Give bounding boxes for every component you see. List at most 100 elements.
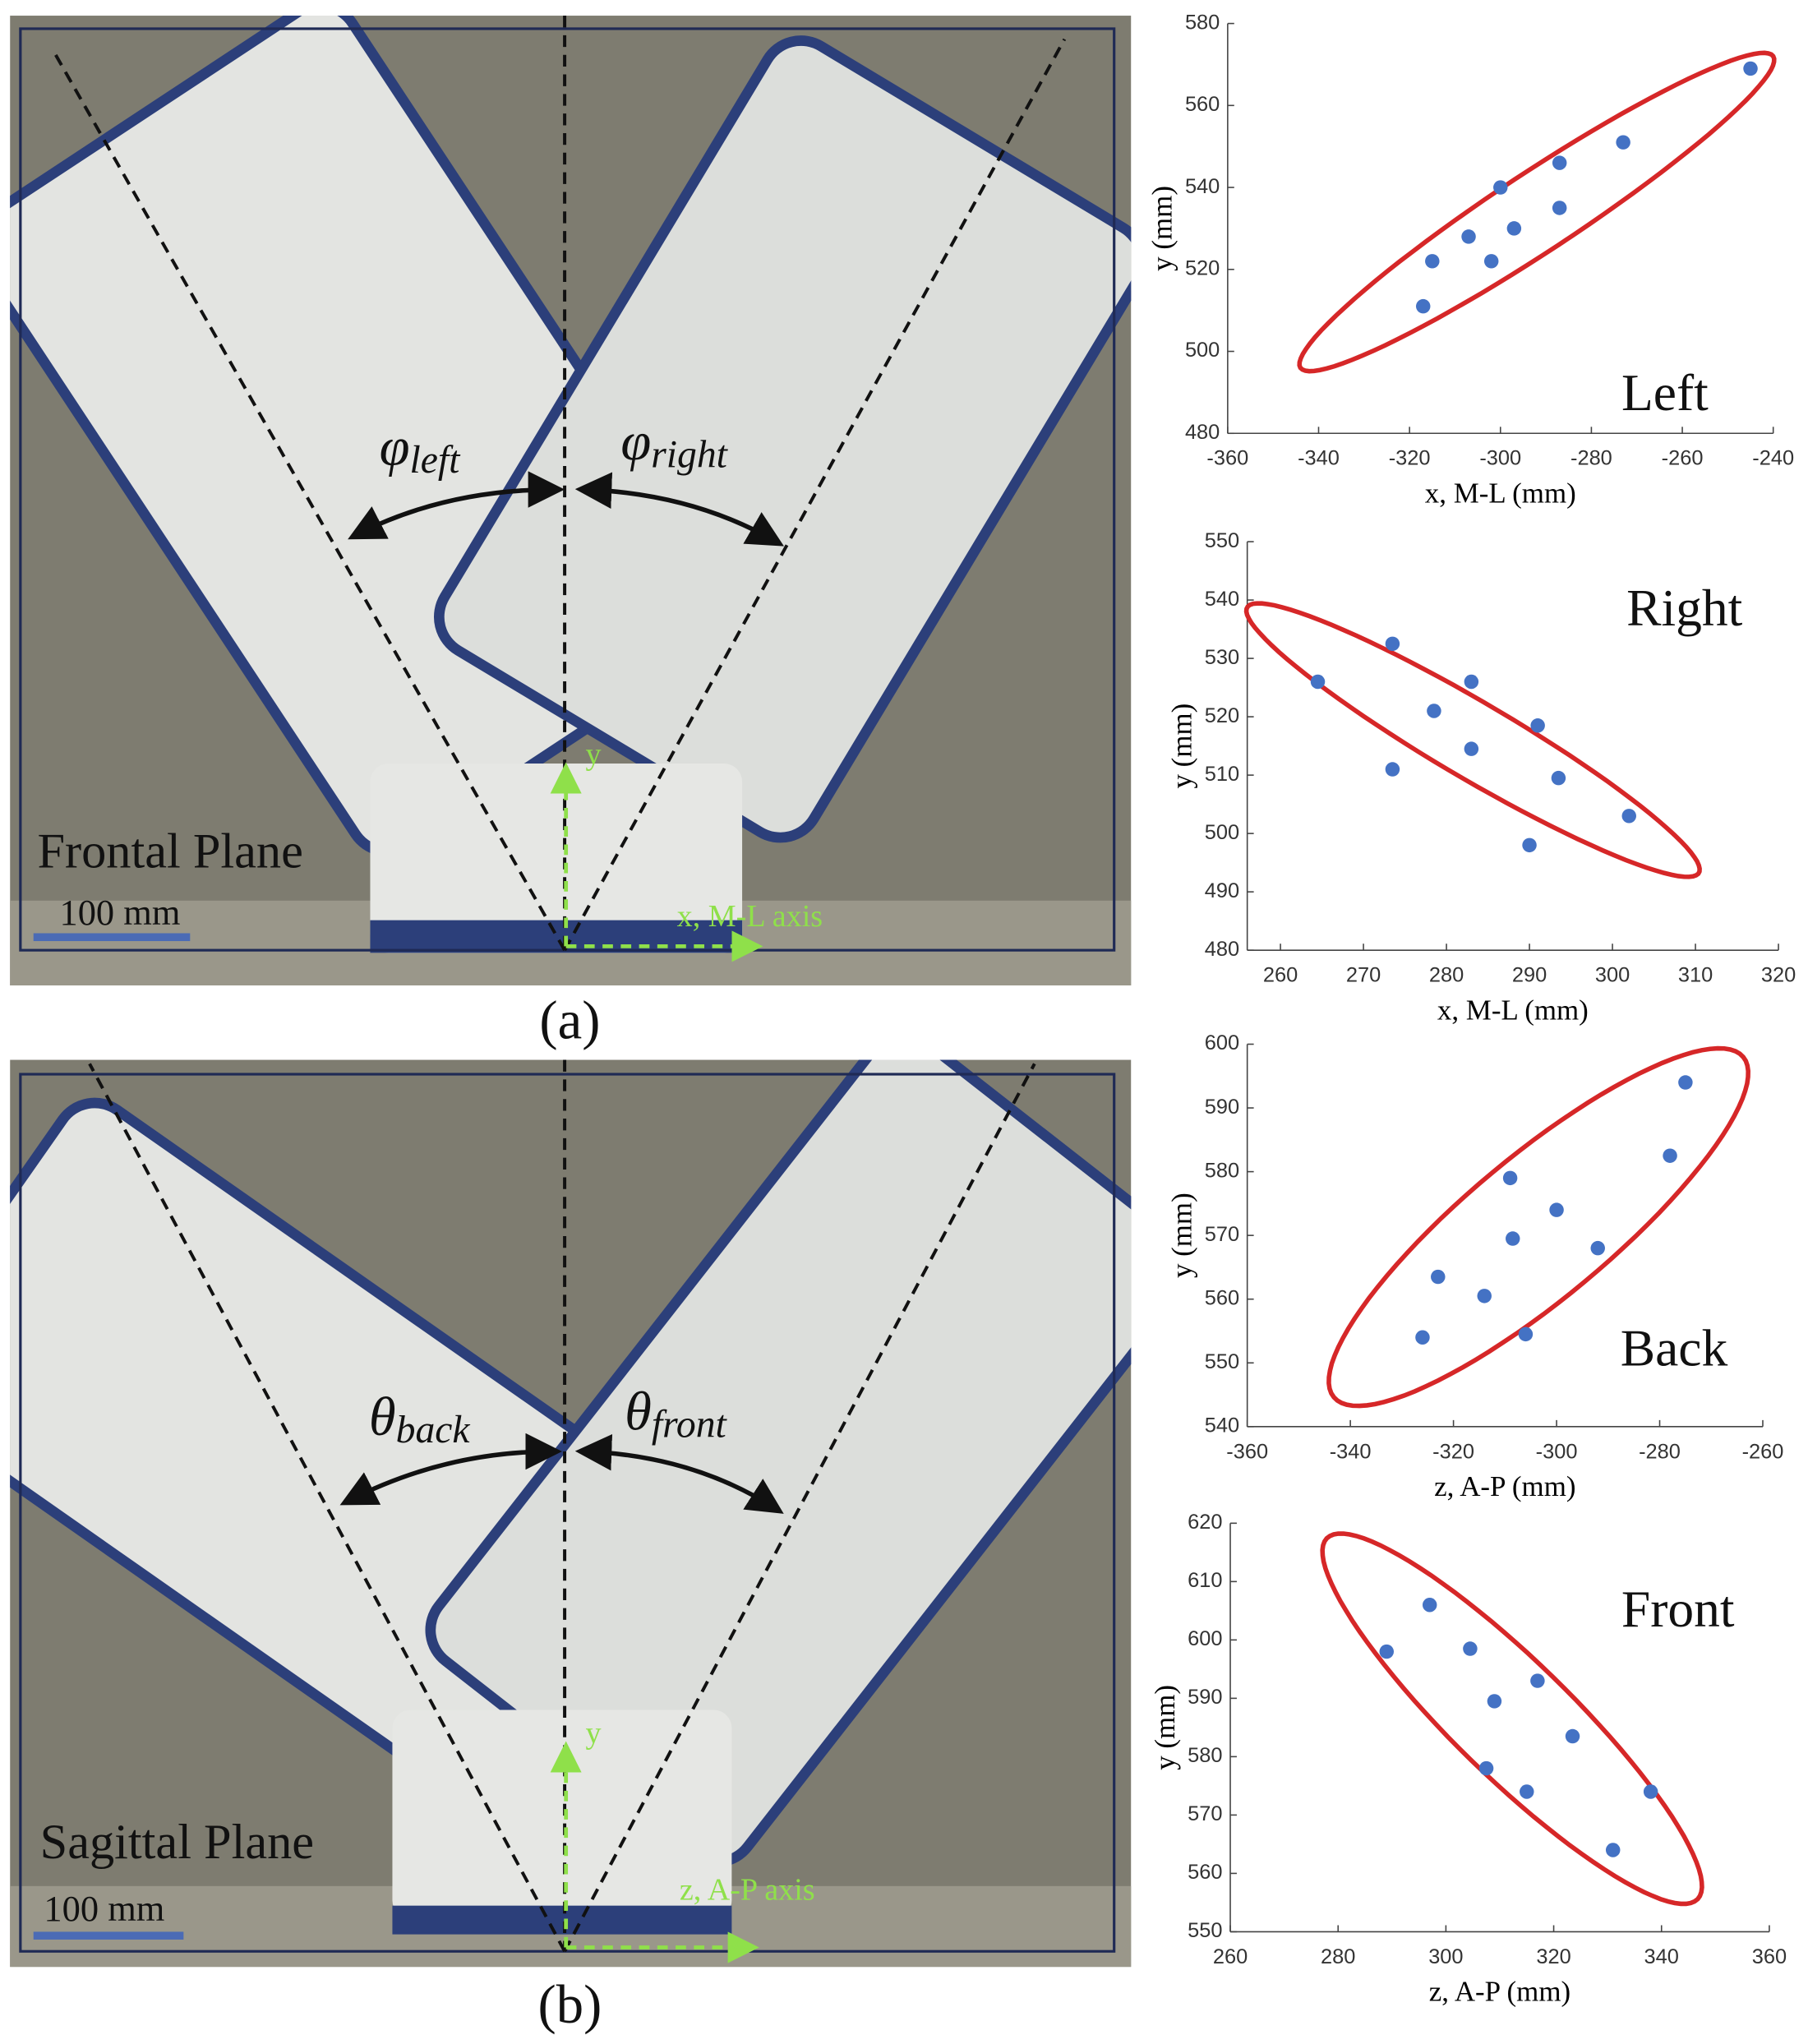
x-tick-label: 280 bbox=[1321, 1945, 1355, 1968]
angle-subscript: right bbox=[651, 433, 728, 476]
ref-lines bbox=[53, 16, 1067, 952]
plane-label: Frontal Plane bbox=[37, 824, 302, 879]
x-axis-title: x, M-L (mm) bbox=[1425, 478, 1576, 510]
angle-symbol: θ bbox=[369, 1387, 396, 1447]
x-tick-label: 310 bbox=[1678, 964, 1713, 987]
point bbox=[1552, 201, 1567, 215]
x-tick-label: -300 bbox=[1536, 1440, 1578, 1463]
x-tick-label: -260 bbox=[1662, 447, 1704, 470]
y-tick-label: 560 bbox=[1185, 93, 1220, 116]
axis-label: x, M-L axis bbox=[677, 899, 823, 934]
axis-label: y bbox=[585, 737, 601, 772]
chart-label: Back bbox=[1621, 1318, 1728, 1377]
point bbox=[1379, 1644, 1394, 1659]
confidence-ellipse bbox=[1320, 1531, 1704, 1907]
point bbox=[1551, 770, 1566, 786]
y-tick-label: 580 bbox=[1188, 1744, 1222, 1767]
point bbox=[1427, 704, 1441, 718]
y-tick-label: 550 bbox=[1205, 1350, 1239, 1373]
y-axis-title: y (mm) bbox=[1149, 1685, 1181, 1770]
point bbox=[1422, 1598, 1437, 1613]
point bbox=[1493, 180, 1508, 195]
point bbox=[1461, 229, 1476, 244]
x-tick-label: 280 bbox=[1429, 964, 1464, 987]
point bbox=[1477, 1289, 1492, 1303]
point bbox=[1425, 254, 1440, 269]
point bbox=[1464, 674, 1479, 690]
panel-label: (b) bbox=[538, 1975, 602, 2035]
point bbox=[1520, 1784, 1534, 1799]
point bbox=[1478, 1760, 1494, 1776]
point bbox=[1463, 1641, 1478, 1656]
point bbox=[1483, 254, 1499, 269]
y-tick-label: 500 bbox=[1205, 821, 1239, 844]
point bbox=[1431, 1269, 1446, 1285]
photo-a bbox=[10, 16, 1132, 986]
panel-label: (a) bbox=[539, 991, 600, 1051]
angle-subscript: left bbox=[409, 439, 461, 482]
axis-label: y bbox=[585, 1716, 601, 1751]
x-tick-label: -320 bbox=[1389, 447, 1431, 470]
x-axis-title: x, M-L (mm) bbox=[1437, 994, 1589, 1026]
y-axis-title: y (mm) bbox=[1165, 1193, 1197, 1278]
y-tick-label: 540 bbox=[1185, 175, 1220, 198]
x-tick-label: -340 bbox=[1330, 1440, 1372, 1463]
frame bbox=[19, 27, 1116, 952]
axes-b bbox=[550, 1741, 759, 1963]
x-tick-label: -280 bbox=[1639, 1440, 1681, 1463]
axes-a bbox=[550, 762, 763, 962]
y-tick-label: 620 bbox=[1188, 1511, 1222, 1534]
point bbox=[1678, 1075, 1693, 1090]
x-tick-label: -240 bbox=[1752, 447, 1794, 470]
y-tick-label: 540 bbox=[1205, 588, 1239, 611]
angle-arrows-b bbox=[339, 1433, 784, 1514]
x-tick-label: 260 bbox=[1213, 1945, 1248, 1968]
point bbox=[1487, 1694, 1502, 1709]
point bbox=[1415, 1330, 1430, 1345]
point bbox=[1616, 135, 1630, 150]
y-tick-label: 540 bbox=[1205, 1414, 1239, 1437]
point bbox=[1518, 1327, 1534, 1342]
scale-label: 100 mm bbox=[44, 1888, 164, 1929]
y-tick-label: 520 bbox=[1205, 704, 1239, 727]
point bbox=[1522, 837, 1537, 853]
angle-arrows-a bbox=[348, 471, 784, 547]
y-tick-label: 580 bbox=[1185, 11, 1220, 34]
point bbox=[1565, 1728, 1580, 1744]
point bbox=[1385, 762, 1400, 777]
scale-bar bbox=[33, 933, 191, 942]
x-tick-label: 340 bbox=[1644, 1945, 1679, 1968]
y-tick-label: 560 bbox=[1205, 1286, 1239, 1309]
y-tick-label: 570 bbox=[1205, 1223, 1239, 1246]
axis-label: z, A-P axis bbox=[680, 1873, 815, 1908]
angle-label: θback bbox=[369, 1387, 471, 1451]
y-tick-label: 490 bbox=[1205, 879, 1239, 902]
point bbox=[1605, 1843, 1621, 1857]
scale-bar bbox=[33, 1931, 184, 1940]
x-tick-label: 320 bbox=[1761, 964, 1796, 987]
x-tick-label: 300 bbox=[1595, 964, 1630, 987]
scale-label: 100 mm bbox=[59, 892, 180, 933]
y-tick-label: 500 bbox=[1185, 339, 1220, 362]
point bbox=[1590, 1240, 1605, 1256]
chart-label: Right bbox=[1626, 579, 1743, 637]
y-tick-label: 550 bbox=[1205, 529, 1239, 552]
point bbox=[1415, 298, 1431, 314]
point bbox=[1663, 1148, 1677, 1163]
x-tick-label: -280 bbox=[1570, 447, 1612, 470]
x-tick-label: -360 bbox=[1206, 447, 1248, 470]
x-tick-label: 300 bbox=[1428, 1945, 1463, 1968]
point bbox=[1549, 1202, 1564, 1217]
angle-label: φright bbox=[620, 413, 728, 476]
angle-subscript: back bbox=[396, 1409, 471, 1451]
y-tick-label: 480 bbox=[1205, 938, 1239, 961]
y-tick-label: 480 bbox=[1185, 421, 1220, 444]
y-tick-label: 590 bbox=[1188, 1686, 1222, 1709]
point bbox=[1643, 1784, 1658, 1799]
angle-symbol: φ bbox=[380, 418, 410, 478]
x-tick-label: 360 bbox=[1752, 1945, 1787, 1968]
angle-symbol: φ bbox=[620, 413, 651, 473]
point bbox=[1552, 155, 1567, 170]
